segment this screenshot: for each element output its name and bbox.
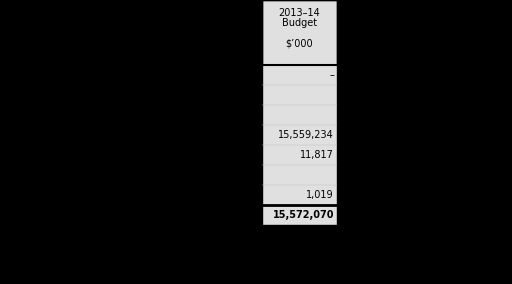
Text: 15,572,070: 15,572,070 [272,210,334,220]
Text: 11,817: 11,817 [300,150,334,160]
Bar [262,0,337,225]
Text: Budget: Budget [282,18,317,28]
Text: $’000: $’000 [286,38,313,48]
Bar [262,65,337,225]
Text: –: – [329,70,334,80]
Bar [262,0,337,65]
Text: 1,019: 1,019 [306,190,334,200]
Text: 15,559,234: 15,559,234 [278,130,334,140]
Text: 2013–14: 2013–14 [279,8,321,18]
